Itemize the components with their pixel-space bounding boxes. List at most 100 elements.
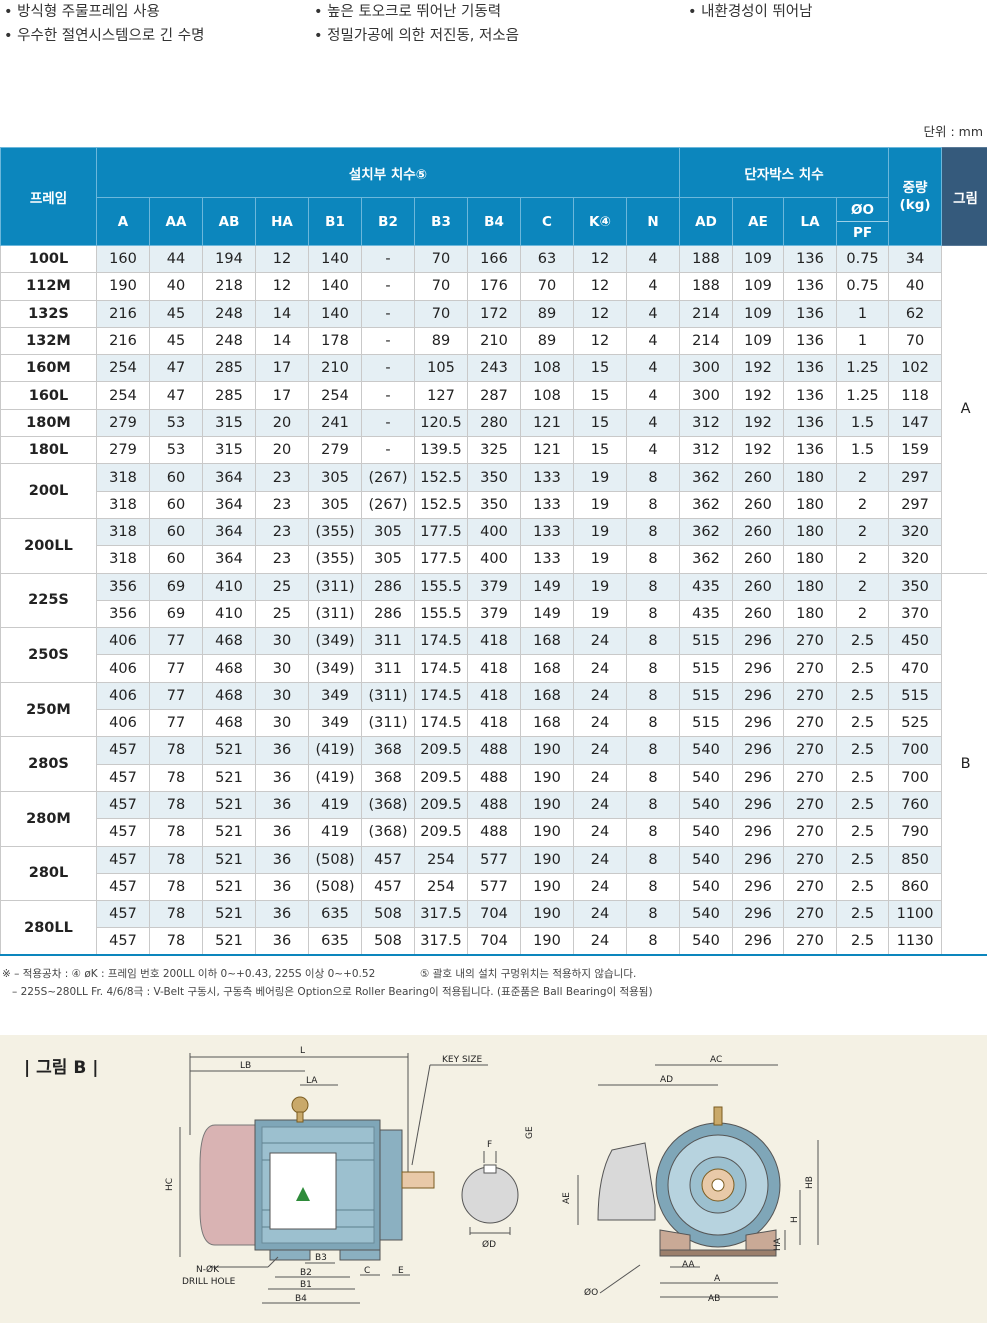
value-cell: 121 [520, 436, 574, 465]
value-cell: 8 [626, 845, 680, 874]
feature-item: • 내환경성이 뛰어남 [688, 4, 813, 20]
value-cell: 406 [96, 654, 150, 683]
value-cell: 254 [414, 872, 468, 902]
value-cell: 136 [783, 436, 837, 465]
value-cell: 704 [467, 900, 521, 929]
value-cell: 140 [308, 299, 362, 328]
value-cell: 8 [626, 627, 680, 656]
value-cell: (267) [361, 490, 415, 519]
value-cell: 305 [308, 490, 362, 519]
value-cell: 4 [626, 272, 680, 301]
value-cell: 180 [783, 517, 837, 547]
value-cell: 241 [308, 408, 362, 438]
value-cell: 248 [202, 299, 256, 328]
value-cell: 78 [149, 872, 203, 902]
value-cell: 379 [467, 572, 521, 601]
value-cell: 300 [679, 354, 733, 383]
value-cell: 260 [732, 463, 784, 492]
frame-cell: 200LL [0, 517, 97, 574]
value-cell: 1 [835, 326, 890, 356]
value-cell: 350 [467, 463, 521, 492]
frame-cell: 180L [0, 436, 97, 465]
value-cell: 364 [202, 490, 256, 519]
value-cell: 254 [96, 354, 150, 383]
table-row: 457 78 521 36 (508) 457 254 577 190 24 8 540 296 270 2… [1, 872, 987, 902]
value-cell: 24 [573, 709, 627, 738]
value-cell: - [361, 381, 415, 410]
table-row: 160M 254 47 285 17 210-105 243 108 15 4 300 192 136 1… [0, 354, 987, 383]
frame-cell: 112M [0, 272, 97, 301]
value-cell: 2.5 [835, 900, 890, 929]
value-cell: 190 [520, 845, 574, 874]
label-B4: B4 [295, 1294, 307, 1304]
frame-cell: 250M [0, 681, 97, 738]
value-cell: 4 [626, 354, 680, 383]
label-HB: HB [805, 1176, 815, 1189]
value-cell: 133 [520, 545, 574, 574]
value-cell: 1.25 [835, 354, 890, 383]
value-cell: 1 [835, 299, 890, 328]
value-cell: 190 [96, 272, 150, 301]
feature-item: • 방식형 주물프레임 사용 [4, 4, 160, 20]
value-cell: 370 [888, 599, 943, 629]
value-cell: 457 [96, 790, 150, 820]
header-col: AB [202, 197, 256, 246]
value-cell: 488 [467, 763, 521, 792]
value-cell: 168 [520, 709, 574, 738]
value-cell: 540 [679, 736, 733, 765]
value-cell: 270 [783, 709, 837, 738]
frame-cell: 280L [0, 845, 97, 902]
value-cell: 78 [149, 927, 203, 956]
value-cell: 4 [626, 244, 680, 274]
value-cell: 89 [520, 326, 574, 356]
label-HA: HA [773, 1237, 783, 1251]
value-cell: 311 [361, 654, 415, 683]
label-AD: AD [660, 1075, 673, 1085]
value-cell: 8 [626, 709, 680, 738]
value-cell: 36 [255, 927, 309, 956]
value-cell: 120.5 [414, 408, 468, 438]
value-cell: 8 [626, 463, 680, 492]
value-cell: 24 [573, 736, 627, 765]
value-cell: 760 [888, 790, 943, 820]
value-cell: 279 [96, 436, 150, 465]
value-cell: 515 [679, 654, 733, 683]
value-cell: 2.5 [835, 872, 890, 902]
value-cell: 174.5 [414, 681, 468, 711]
value-cell: 270 [783, 872, 837, 902]
value-cell: 12 [573, 326, 627, 356]
value-cell: 77 [149, 654, 203, 683]
value-cell: 312 [679, 436, 733, 465]
value-cell: 209.5 [414, 818, 468, 847]
value-cell: 8 [626, 927, 680, 956]
value-cell: 24 [573, 763, 627, 792]
value-cell: 24 [573, 900, 627, 929]
value-cell: 160 [96, 244, 150, 274]
value-cell: 180 [783, 490, 837, 519]
value-cell: 188 [679, 272, 733, 301]
value-cell: 296 [732, 681, 784, 711]
value-cell: (349) [308, 627, 362, 656]
table-row: 200LL 318 60 364 23 (355) 305 177.5 400 133 19 8 362… [0, 517, 987, 574]
value-cell: 296 [732, 627, 784, 656]
value-cell: (419) [308, 736, 362, 765]
header-phi-o: ØO [837, 198, 889, 222]
value-cell: 850 [888, 845, 943, 874]
frame-cell: 160M [0, 354, 97, 383]
value-cell: 30 [255, 681, 309, 711]
value-cell: 285 [202, 381, 256, 410]
value-cell: 190 [520, 790, 574, 820]
table-row: 100L 160 44 194 12 140-70 166 63 12 4 188 109 136 0.7… [0, 244, 987, 574]
value-cell: 20 [255, 408, 309, 438]
value-cell: 521 [202, 763, 256, 792]
value-cell: 457 [96, 736, 150, 765]
value-cell: 260 [732, 599, 784, 629]
value-cell: 70 [888, 326, 943, 356]
value-cell: 470 [888, 654, 943, 683]
value-cell: 2.5 [835, 627, 890, 656]
value-cell: 457 [96, 845, 150, 874]
value-cell: 24 [573, 845, 627, 874]
value-cell: 77 [149, 681, 203, 711]
header-pf: PF [852, 225, 873, 241]
table-row: 132M 216 45 248 14 178-89 210 89 12 4 214 109 136 1 70 [0, 326, 987, 356]
